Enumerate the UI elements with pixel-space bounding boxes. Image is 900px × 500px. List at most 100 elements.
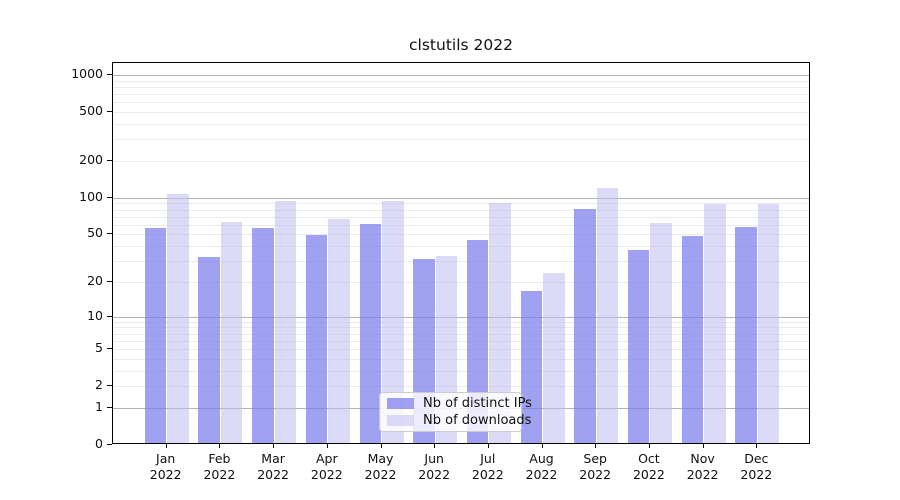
y-tick-label: 0: [95, 436, 103, 451]
x-tick-label-may: May 2022: [349, 451, 413, 483]
bar-downloads-feb: [220, 222, 243, 443]
x-tick: [326, 444, 328, 448]
x-tick-label-jan: Jan 2022: [134, 451, 198, 483]
x-tick-year: 2022: [579, 467, 612, 482]
gridline-major: [113, 75, 809, 76]
gridline-minor: [113, 261, 809, 263]
x-tick-label-jul: Jul 2022: [456, 451, 520, 483]
bar-distinct-ips-nov: [681, 235, 704, 443]
x-tick-year: 2022: [418, 467, 451, 482]
bar-distinct-ips-feb: [198, 257, 220, 443]
x-tick-month: Apr: [315, 451, 338, 466]
legend: Nb of distinct IPs Nb of downloads: [379, 392, 532, 432]
y-tick: [107, 233, 112, 235]
gridline-minor: [113, 86, 809, 88]
bar-distinct-ips-may: [359, 223, 381, 443]
gridline-minor: [113, 321, 809, 323]
plot-area: [112, 62, 810, 444]
y-tick: [107, 385, 112, 387]
x-tick-month: Jul: [480, 451, 496, 466]
y-tick-label: 5: [95, 340, 103, 355]
legend-swatch-distinct-ips: [387, 398, 414, 410]
y-tick-label: 20: [87, 272, 103, 288]
legend-label-downloads: Nb of downloads: [423, 412, 532, 428]
bar-downloads-oct: [650, 222, 672, 443]
x-tick-label-oct: Oct 2022: [617, 451, 681, 483]
y-tick: [107, 444, 112, 445]
bar-distinct-ips-sep: [574, 209, 596, 443]
gridline-minor: [113, 94, 809, 96]
y-tick-label: 10: [87, 307, 103, 323]
x-tick: [380, 444, 382, 448]
legend-swatch-downloads: [387, 414, 414, 426]
bar-distinct-ips-jan: [144, 228, 167, 443]
x-tick-year: 2022: [149, 467, 182, 482]
x-tick-label-dec: Dec 2022: [724, 451, 788, 483]
gridline-minor: [113, 327, 809, 329]
y-tick: [107, 196, 112, 198]
gridline-minor: [113, 246, 809, 248]
bar-downloads-nov: [704, 203, 726, 443]
bar-distinct-ips-apr: [305, 234, 328, 443]
bar-distinct-ips-mar: [252, 228, 274, 443]
x-tick-month: Aug: [529, 451, 554, 466]
gridline-minor: [113, 386, 809, 388]
bar-distinct-ips-aug: [520, 291, 542, 443]
legend-label-distinct-ips: Nb of distinct IPs: [423, 396, 532, 412]
gridline-minor: [113, 209, 809, 211]
gridline-minor: [113, 370, 809, 372]
legend-item-downloads: Nb of downloads: [387, 413, 531, 428]
x-tick-label-feb: Feb 2022: [187, 451, 251, 483]
y-tick-label: 200: [79, 152, 103, 167]
bar-downloads-apr: [328, 219, 350, 443]
x-tick-year: 2022: [471, 467, 504, 482]
gridline-minor: [113, 139, 809, 141]
x-tick-label-jun: Jun 2022: [402, 451, 466, 483]
gridline-minor: [113, 224, 809, 226]
gridline-minor: [113, 349, 809, 350]
x-tick-label-mar: Mar 2022: [241, 451, 305, 483]
gridline-minor: [113, 203, 809, 205]
y-tick-label: 50: [87, 225, 103, 241]
bar-downloads-jan: [167, 193, 189, 443]
x-tick-month: May: [367, 451, 394, 466]
x-tick: [273, 444, 275, 448]
bar-downloads-jul: [489, 202, 511, 443]
x-tick-year: 2022: [203, 467, 236, 482]
bar-downloads-mar: [274, 200, 297, 443]
y-tick: [107, 348, 112, 349]
y-tick: [107, 111, 112, 113]
x-tick: [434, 444, 436, 448]
gridline-minor: [113, 112, 809, 114]
y-tick: [107, 160, 112, 161]
y-tick: [107, 280, 112, 282]
x-tick-year: 2022: [686, 467, 719, 482]
x-tick-month: Nov: [690, 451, 715, 466]
x-tick-month: Oct: [638, 451, 660, 466]
gridline-minor: [113, 333, 809, 335]
y-tick: [107, 315, 112, 317]
gridline-minor: [113, 358, 809, 360]
chart-title: clstutils 2022: [409, 36, 513, 54]
y-tick-label: 500: [79, 103, 103, 119]
x-tick: [702, 444, 704, 448]
bar-downloads-may: [382, 201, 404, 443]
y-tick-label: 2: [95, 377, 103, 393]
x-tick-label-aug: Aug 2022: [510, 451, 574, 483]
x-tick: [648, 444, 650, 448]
gridline-minor: [113, 124, 809, 125]
x-tick-month: Dec: [744, 451, 769, 466]
x-tick-year: 2022: [257, 467, 289, 482]
x-tick-year: 2022: [632, 467, 665, 482]
x-tick: [541, 444, 543, 448]
x-tick: [219, 444, 221, 448]
x-tick-month: Jan: [156, 451, 176, 466]
bar-distinct-ips-dec: [735, 226, 757, 443]
bar-distinct-ips-oct: [627, 249, 650, 443]
x-tick: [165, 444, 167, 448]
gridline-minor: [113, 281, 809, 283]
y-tick-label: 1: [95, 398, 103, 414]
y-tick: [107, 74, 112, 75]
x-tick: [756, 444, 758, 448]
